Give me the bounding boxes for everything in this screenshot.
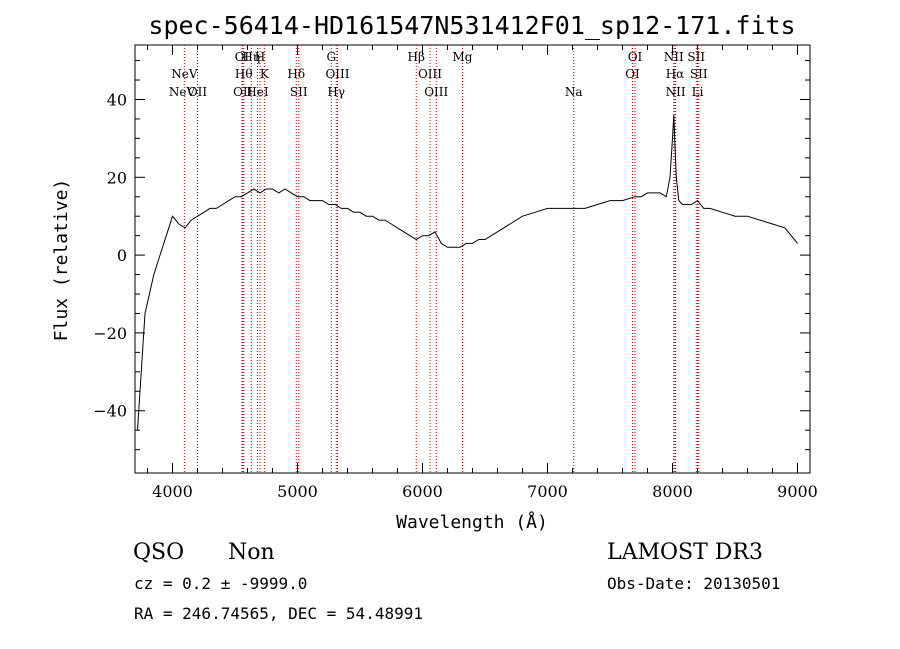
x-axis-ticks: 4000 5000 6000 7000 8000 9000	[147, 45, 818, 501]
x-tick-label: 7000	[527, 482, 568, 501]
emission-line-label: Hβ	[408, 50, 425, 64]
emission-line-label: NII	[666, 85, 686, 99]
y-tick-label: 40	[107, 90, 127, 109]
emission-line-label: SII	[690, 67, 708, 81]
observation-date: Obs-Date: 20130501	[607, 574, 781, 593]
emission-line-label: OIII	[325, 67, 349, 81]
emission-line-label: G	[326, 50, 336, 64]
x-tick-label: 9000	[777, 482, 818, 501]
emission-line-label: OIII	[424, 85, 448, 99]
emission-line-label: SII	[687, 50, 705, 64]
y-axis-ticks: −40 −20 0 20 40	[93, 60, 810, 451]
emission-line-label: Hδ	[287, 67, 305, 81]
emission-line-label: NeV	[169, 85, 196, 99]
emission-line-label: Hγ	[327, 85, 345, 99]
chart-title: spec-56414-HD161547N531412F01_sp12-171.f…	[148, 11, 795, 40]
y-tick-label: −40	[93, 402, 127, 421]
emission-line-label: Na	[565, 85, 583, 99]
emission-line-label: NII	[664, 50, 684, 64]
x-tick-label: 5000	[277, 482, 318, 501]
emission-line-label: Hη	[242, 50, 260, 64]
emission-line-labels: NeVNeVOIIOIHθOIIHηHKHeIHδSIIGOIIIHγHβOII…	[169, 50, 708, 99]
emission-line-label: OI	[625, 67, 640, 81]
emission-line-label: K	[260, 67, 270, 81]
emission-line-label: Hα	[666, 67, 685, 81]
emission-line-label: OIII	[418, 67, 442, 81]
y-tick-label: −20	[93, 324, 127, 343]
y-tick-label: 20	[107, 168, 127, 187]
emission-line-label: Hθ	[235, 67, 253, 81]
x-tick-label: 4000	[152, 482, 193, 501]
emission-line-label: NeV	[171, 67, 198, 81]
emission-line-label: OI	[235, 50, 250, 64]
emission-line-label: SII	[290, 85, 308, 99]
emission-line-label: OII	[188, 85, 208, 99]
x-tick-label: 8000	[652, 482, 693, 501]
object-subclass: Non	[228, 540, 275, 565]
redshift-cz: cz = 0.2 ± -9999.0	[134, 574, 308, 593]
emission-line-label: HeI	[246, 85, 269, 99]
plot-frame	[134, 44, 811, 474]
emission-line-label: Mg	[453, 50, 473, 64]
x-tick-label: 6000	[402, 482, 443, 501]
x-axis-label: Wavelength (Å)	[396, 511, 548, 533]
emission-line-label: OI	[628, 50, 643, 64]
emission-line-markers	[183, 45, 700, 473]
y-tick-label: 0	[117, 246, 127, 265]
emission-line-label: OII	[233, 85, 253, 99]
object-class: QSO	[133, 540, 185, 565]
ra-dec: RA = 246.74565, DEC = 54.48991	[134, 604, 423, 623]
spectrum-line	[137, 114, 798, 431]
emission-line-label: H	[255, 50, 265, 64]
survey-name: LAMOST DR3	[607, 540, 763, 565]
y-axis-label: Flux (relative)	[51, 179, 72, 342]
emission-line-label: Li	[692, 85, 704, 99]
